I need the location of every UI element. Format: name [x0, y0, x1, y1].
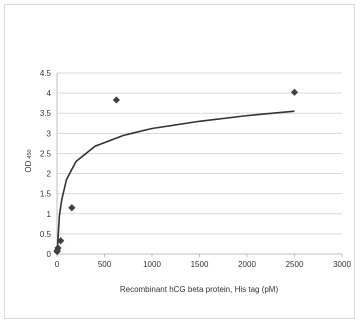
x-tick-label: 0: [55, 260, 60, 269]
y-axis-label: OD 450: [24, 149, 33, 172]
y-tick-label: 1.5: [40, 190, 52, 199]
data-point: [54, 244, 62, 252]
x-tick-label: 2000: [238, 260, 256, 269]
y-tick-label: 4: [47, 89, 52, 98]
y-tick-label: 2: [47, 170, 52, 179]
gridlines: [57, 72, 342, 235]
y-tick-label: 0.5: [40, 230, 52, 239]
fit-curve: [56, 110, 295, 255]
x-axis-label: Recombinant hCG beta protein, His tag (p…: [120, 285, 279, 294]
y-axis-label-subscript: 450: [27, 149, 33, 158]
y-tick-label: 0: [47, 250, 52, 259]
x-tick-label: 1500: [191, 260, 209, 269]
y-tick-label: 2.5: [40, 149, 52, 158]
data-points: [53, 88, 299, 256]
data-point: [57, 237, 65, 245]
y-tick-label: 4.5: [40, 69, 52, 78]
y-tick-label: 3.5: [40, 109, 52, 118]
x-tick-label: 1000: [143, 260, 161, 269]
x-tick-label: 2500: [286, 260, 304, 269]
x-tick-labels: 0 500 1000 1500 2000 2500 3000: [55, 260, 352, 269]
data-point: [112, 96, 120, 104]
chart-frame: [4, 4, 355, 319]
y-tick-labels: 0 0.5 1 1.5 2 2.5 3 3.5 4 4.5: [40, 69, 52, 259]
x-tick-label: 3000: [333, 260, 351, 269]
y-tick-label: 1: [47, 210, 52, 219]
y-axis-label-main: OD: [24, 160, 33, 172]
data-point: [290, 88, 299, 96]
data-point: [68, 204, 76, 212]
y-tick-label: 3: [47, 129, 52, 138]
x-tick-label: 500: [98, 260, 112, 269]
axes: [56, 73, 343, 257]
